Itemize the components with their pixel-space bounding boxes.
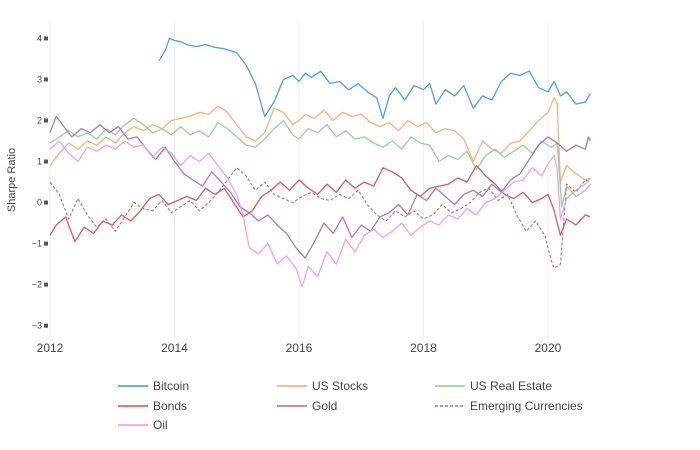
x-axis-ticks: 2012 2014 2016 2018 2020 <box>37 341 562 355</box>
y-tick-label: 0 <box>37 198 42 208</box>
y-tick-label: 4 <box>37 33 42 43</box>
series-line-emerging-currencies <box>49 167 591 269</box>
y-tick-label: −1 <box>32 239 42 249</box>
y-tick-mark <box>44 77 48 82</box>
y-tick-mark <box>44 323 48 328</box>
y-tick-label: 3 <box>37 74 42 84</box>
legend-item-label: Gold <box>312 399 337 413</box>
x-tick-label: 2014 <box>161 341 188 355</box>
series-line-bitcoin <box>158 37 591 120</box>
legend-item-label: Bitcoin <box>153 379 189 393</box>
legend: Bitcoin US Stocks US Real Estate Bonds Gold E… <box>118 379 583 432</box>
series-line-bonds <box>49 164 591 243</box>
y-tick-mark <box>44 36 48 41</box>
y-tick-label: −3 <box>32 321 42 331</box>
y-tick-label: 2 <box>37 115 42 125</box>
series-line-oil <box>49 140 591 288</box>
x-tick-label: 2016 <box>286 341 313 355</box>
legend-item-label: US Real Estate <box>470 379 552 393</box>
y-tick-label: −2 <box>32 280 42 290</box>
legend-item-label: Bonds <box>153 399 187 413</box>
series-lines <box>49 37 591 288</box>
series-line-us-real-estate <box>49 117 591 208</box>
y-axis-title: Sharpe Ratio <box>6 148 18 212</box>
series-line-gold <box>49 115 591 259</box>
x-tick-label: 2018 <box>410 341 437 355</box>
y-tick-mark <box>44 241 48 246</box>
y-axis-ticks: −3 −2 −1 0 1 2 3 4 <box>32 33 48 331</box>
y-tick-mark <box>44 200 48 205</box>
x-tick-label: 2020 <box>535 341 562 355</box>
y-tick-mark <box>44 159 48 164</box>
x-tick-label: 2012 <box>37 341 64 355</box>
legend-item-label: Oil <box>153 418 168 432</box>
y-tick-mark <box>44 282 48 287</box>
series-line-us-stocks <box>49 97 591 183</box>
y-tick-label: 1 <box>37 157 42 167</box>
legend-item-label: Emerging Currencies <box>470 399 583 413</box>
y-tick-mark <box>44 118 48 123</box>
legend-item-label: US Stocks <box>312 379 368 393</box>
